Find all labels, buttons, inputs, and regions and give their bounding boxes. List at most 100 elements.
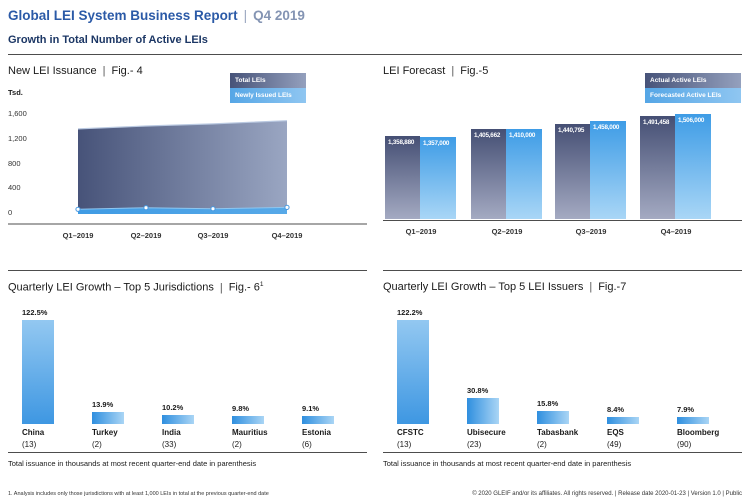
growth-bar-column: 9.8% <box>232 404 264 424</box>
title-separator: | <box>243 8 248 23</box>
growth-pct-label: 10.2% <box>162 403 184 413</box>
growth-bar-column: 122.5% <box>22 308 54 424</box>
category-label: Turkey <box>92 428 118 437</box>
category-total-label: (6) <box>302 440 312 449</box>
growth-bar <box>302 416 334 424</box>
growth-pct-label: 8.4% <box>607 404 625 414</box>
fig4-y-tick: 400 <box>8 183 21 193</box>
actual-active-leis-bar: 1,491,458 <box>640 116 675 219</box>
growth-bar <box>92 412 124 424</box>
growth-pct-label: 9.8% <box>232 403 250 413</box>
data-point-marker <box>210 206 216 212</box>
fig4-x-axis-label: Q2–2019 <box>130 231 162 240</box>
growth-bar <box>162 415 194 424</box>
fig6-panel: Quarterly LEI Growth – Top 5 Jurisdictio… <box>8 270 367 476</box>
fig7-divider <box>383 452 742 453</box>
forecast-bar-value-label: 1,410,000 <box>509 131 536 139</box>
fig7-panel: Quarterly LEI Growth – Top 5 LEI Issuers… <box>383 270 742 476</box>
growth-bar-column: 122.2% <box>397 308 429 424</box>
total-leis-area <box>78 120 287 213</box>
fig6-title-text: Quarterly LEI Growth – Top 5 Jurisdictio… <box>8 281 214 294</box>
fig5-x-axis-label: Q1–2019 <box>405 227 437 236</box>
fig5-title-text: LEI Forecast <box>383 65 446 77</box>
fig7-note: Total issuance in thousands at most rece… <box>383 459 632 468</box>
fig5-x-axis-label: Q4–2019 <box>660 227 692 236</box>
category-total-label: (13) <box>397 440 412 449</box>
forecasted-active-leis-bar: 1,458,000 <box>590 121 626 219</box>
fig4-area-chart <box>8 120 367 225</box>
fig5-legend: Actual Active LEIs Forecasted Active LEI… <box>645 73 741 103</box>
growth-pct-label: 15.8% <box>537 398 559 408</box>
report-footnote: 1. Analysis includes only those jurisdic… <box>8 491 269 497</box>
fig7-title-separator: | <box>589 281 593 293</box>
fig5-x-axis-line <box>383 220 742 221</box>
growth-bar <box>537 410 569 424</box>
fig5-bar-pair: 1,440,795 1,458,000 <box>555 121 626 219</box>
fig4-legend: Total LEIs Newly Issued LEIs <box>230 73 306 103</box>
fig4-y-axis-unit: Tsd. <box>8 88 23 97</box>
fig5-fig-label: Fig.-5 <box>460 65 489 77</box>
fig4-x-axis-label: Q1–2019 <box>62 231 94 240</box>
fig6-note: Total issuance in thousands at most rece… <box>8 459 257 468</box>
charts-grid: New LEI Issuance | Fig.- 4 Total LEIs Newl… <box>0 55 750 476</box>
fig6-title-separator: | <box>219 281 223 294</box>
report-title-row: Global LEI System Business Report | Q4 201… <box>8 7 742 25</box>
report-subtitle: Growth in Total Number of Active LEIs <box>8 34 208 46</box>
growth-bar-column: 9.1% <box>302 404 334 424</box>
category-total-label: (2) <box>537 440 547 449</box>
fig4-y-tick: 1,200 <box>8 133 27 143</box>
growth-pct-label: 13.9% <box>92 400 114 410</box>
newly-issued-leis-band <box>78 207 287 214</box>
total-leis-top-edge <box>77 120 288 130</box>
data-point-marker <box>75 206 81 212</box>
category-total-label: (2) <box>232 440 242 449</box>
report-footer: 1. Analysis includes only those jurisdic… <box>8 491 742 497</box>
fig6-divider <box>8 452 367 453</box>
category-label: India <box>162 428 181 437</box>
growth-bar-column: 8.4% <box>607 405 639 424</box>
growth-pct-label: 122.5% <box>22 308 48 317</box>
forecasted-active-leis-bar: 1,410,000 <box>506 128 542 219</box>
category-total-label: (23) <box>467 440 482 449</box>
growth-pct-label: 9.1% <box>302 404 320 414</box>
actual-active-leis-bar: 1,358,880 <box>385 136 420 219</box>
fig5-panel: LEI Forecast | Fig.-5 Actual Active LEIs F… <box>383 55 742 270</box>
report-copyright: © 2020 GLEIF and/or its affiliates. All … <box>472 491 742 497</box>
report-title: Global LEI System Business Report <box>8 8 238 23</box>
category-total-label: (49) <box>607 440 622 449</box>
legend-item-newly-issued-leis: Newly Issued LEIs <box>230 88 306 103</box>
actual-bar-value-label: 1,440,795 <box>558 126 585 134</box>
category-label: Bloomberg <box>677 428 720 437</box>
forecast-bar-value-label: 1,506,000 <box>678 117 705 124</box>
growth-bar-column: 15.8% <box>537 399 569 424</box>
fig5-title: LEI Forecast | Fig.-5 <box>383 65 488 77</box>
fig5-bar-pair: 1,405,662 1,410,000 <box>471 128 542 219</box>
category-label: China <box>22 428 45 437</box>
category-label: Ubisecure <box>467 428 506 437</box>
category-total-label: (90) <box>677 440 692 449</box>
growth-bar-column: 10.2% <box>162 403 194 424</box>
fig4-title-text: New LEI Issuance <box>8 65 97 77</box>
category-label: Tabasbank <box>537 428 579 437</box>
data-point-marker <box>284 204 290 211</box>
growth-bar-column: 30.8% <box>467 386 499 424</box>
category-label: Mauritius <box>232 428 268 437</box>
fig4-x-axis-label: Q3–2019 <box>197 231 229 240</box>
growth-bar <box>232 415 264 424</box>
growth-pct-label: 7.9% <box>677 405 695 415</box>
fig4-fig-label: Fig.- 4 <box>111 65 143 77</box>
fig4-title-separator: | <box>102 65 106 77</box>
legend-item-total-leis: Total LEIs <box>230 73 306 88</box>
report-period: Q4 2019 <box>253 8 305 23</box>
actual-bar-value-label: 1,491,458 <box>643 119 670 127</box>
growth-bar-column: 7.9% <box>677 405 709 424</box>
fig5-title-separator: | <box>451 65 455 77</box>
fig4-y-tick: 800 <box>8 158 21 168</box>
forecasted-active-leis-bar: 1,506,000 <box>675 114 711 219</box>
fig4-y-tick: 0 <box>8 208 13 217</box>
fig5-x-axis-label: Q2–2019 <box>491 227 523 236</box>
forecast-bar-value-label: 1,357,000 <box>423 139 450 147</box>
growth-bar <box>677 417 709 424</box>
newly-issued-leis-top-edge <box>77 206 288 210</box>
fig5-bar-pair: 1,491,458 1,506,000 <box>640 114 711 219</box>
